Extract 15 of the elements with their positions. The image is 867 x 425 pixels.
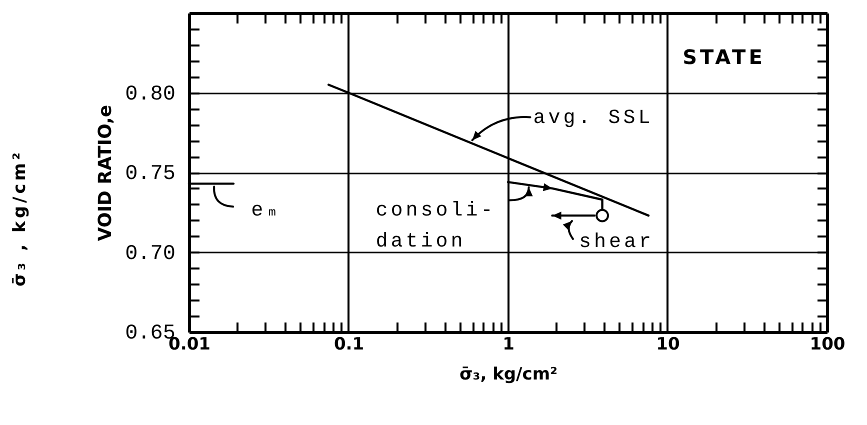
y-tick-label: 0.75	[125, 163, 176, 186]
annotation: avg. SSL	[533, 107, 654, 130]
x-tick-label: 0.1	[334, 334, 364, 354]
annotation: shear	[579, 231, 654, 254]
text: σ̄₃ , kg/cm²	[10, 150, 30, 286]
x-tick-label: 1	[502, 334, 514, 354]
y-axis-title: VOID RATIO,e	[95, 104, 116, 242]
x-axis-title: σ̄₃, kg/cm²	[460, 364, 558, 384]
y-tick-label: 0.80	[125, 83, 176, 106]
x-tick-label: 10	[656, 334, 680, 354]
annotation: eₘ	[251, 200, 282, 223]
x-tick-label: 100	[810, 334, 846, 354]
annotation: STATE	[682, 45, 766, 69]
y-tick-label: 0.70	[125, 242, 176, 266]
annotation: consoli- dation	[376, 199, 496, 254]
